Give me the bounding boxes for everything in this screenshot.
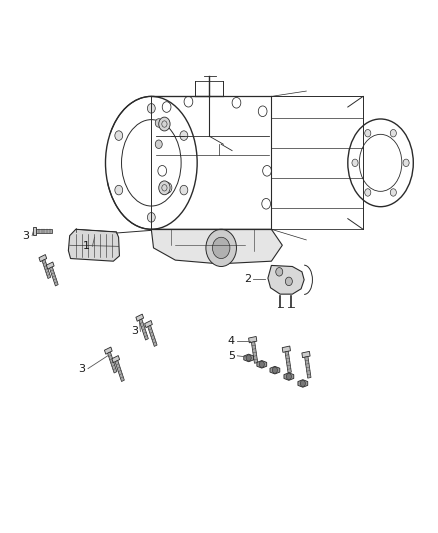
Polygon shape bbox=[305, 357, 311, 378]
Polygon shape bbox=[46, 262, 54, 269]
Text: 1: 1 bbox=[83, 241, 90, 251]
Circle shape bbox=[206, 229, 237, 266]
Circle shape bbox=[286, 374, 291, 379]
Text: 4: 4 bbox=[228, 336, 235, 346]
Circle shape bbox=[159, 181, 170, 195]
Circle shape bbox=[403, 159, 409, 166]
Circle shape bbox=[390, 130, 396, 137]
Polygon shape bbox=[139, 319, 148, 340]
Circle shape bbox=[148, 213, 155, 222]
Text: 2: 2 bbox=[244, 274, 251, 284]
Polygon shape bbox=[145, 320, 152, 328]
Circle shape bbox=[180, 131, 188, 140]
Circle shape bbox=[286, 277, 292, 286]
Circle shape bbox=[212, 237, 230, 259]
Polygon shape bbox=[270, 366, 280, 374]
Polygon shape bbox=[104, 347, 112, 354]
Polygon shape bbox=[257, 360, 267, 368]
Polygon shape bbox=[49, 267, 58, 286]
Circle shape bbox=[365, 130, 371, 137]
Circle shape bbox=[365, 189, 371, 196]
Polygon shape bbox=[251, 342, 258, 364]
Polygon shape bbox=[68, 229, 120, 261]
Circle shape bbox=[246, 355, 251, 361]
Polygon shape bbox=[136, 314, 144, 321]
Circle shape bbox=[180, 185, 188, 195]
Circle shape bbox=[148, 103, 155, 113]
Polygon shape bbox=[33, 227, 36, 235]
Polygon shape bbox=[112, 356, 120, 362]
Polygon shape bbox=[249, 336, 257, 343]
Circle shape bbox=[259, 361, 265, 367]
Circle shape bbox=[155, 119, 162, 127]
Polygon shape bbox=[244, 354, 254, 362]
Polygon shape bbox=[148, 325, 157, 346]
Polygon shape bbox=[108, 352, 117, 373]
Text: 3: 3 bbox=[78, 364, 85, 374]
Polygon shape bbox=[268, 265, 304, 294]
Polygon shape bbox=[36, 229, 52, 233]
Text: 5: 5 bbox=[228, 351, 235, 361]
Polygon shape bbox=[285, 351, 291, 373]
Polygon shape bbox=[298, 379, 308, 387]
Circle shape bbox=[115, 131, 123, 140]
Text: 3: 3 bbox=[22, 231, 29, 241]
Circle shape bbox=[155, 140, 162, 149]
Circle shape bbox=[300, 381, 305, 386]
Circle shape bbox=[352, 159, 358, 166]
Polygon shape bbox=[115, 360, 124, 382]
Polygon shape bbox=[302, 351, 310, 358]
Circle shape bbox=[159, 117, 170, 131]
Circle shape bbox=[115, 185, 123, 195]
Circle shape bbox=[276, 268, 283, 276]
Circle shape bbox=[390, 189, 396, 196]
Circle shape bbox=[272, 367, 277, 373]
Polygon shape bbox=[284, 373, 294, 381]
Polygon shape bbox=[39, 255, 47, 262]
Text: 3: 3 bbox=[131, 326, 138, 336]
Polygon shape bbox=[151, 229, 283, 264]
Polygon shape bbox=[282, 346, 290, 352]
Polygon shape bbox=[42, 260, 51, 279]
